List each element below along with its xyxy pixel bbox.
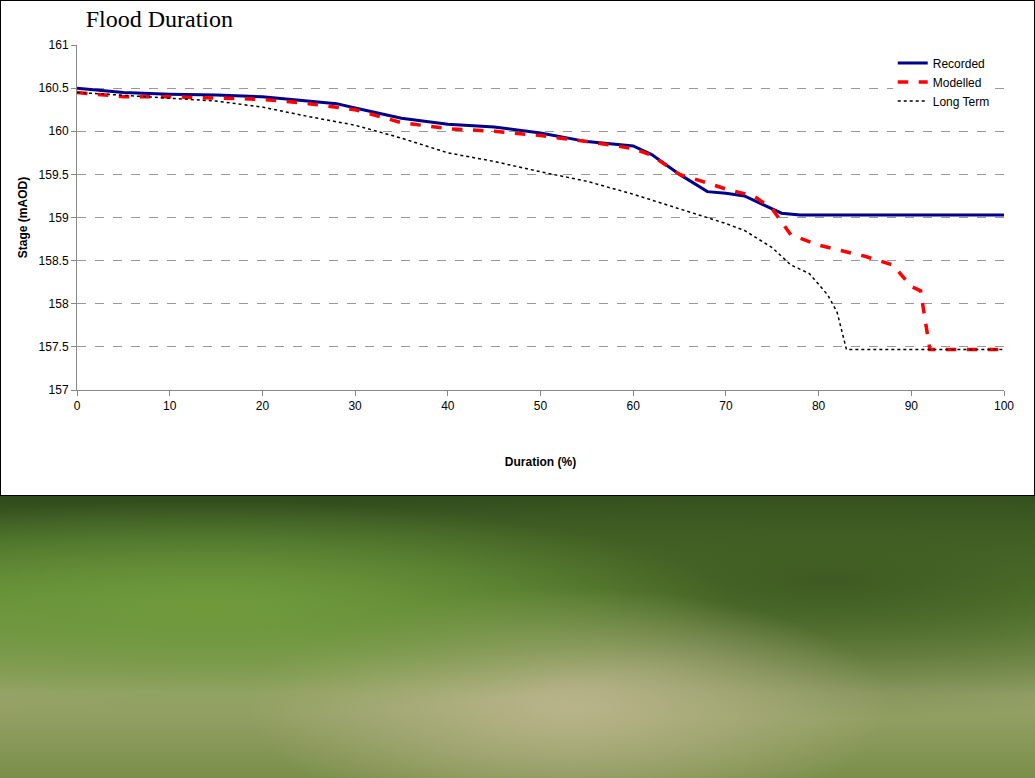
- svg-text:161: 161: [49, 38, 69, 52]
- svg-text:Flood Duration: Flood Duration: [86, 6, 233, 32]
- svg-text:60: 60: [627, 399, 641, 413]
- svg-text:159: 159: [49, 211, 69, 225]
- svg-text:Recorded: Recorded: [933, 57, 985, 71]
- svg-text:100: 100: [994, 399, 1014, 413]
- svg-text:Modelled: Modelled: [933, 76, 982, 90]
- svg-text:157.5: 157.5: [39, 340, 69, 354]
- svg-text:10: 10: [163, 399, 177, 413]
- svg-text:70: 70: [719, 399, 733, 413]
- svg-text:0: 0: [74, 399, 81, 413]
- svg-text:158.5: 158.5: [39, 254, 69, 268]
- svg-text:Stage (mAOD): Stage (mAOD): [16, 177, 30, 258]
- svg-text:Duration (%): Duration (%): [505, 455, 576, 469]
- svg-text:Long Term: Long Term: [933, 95, 989, 109]
- svg-text:159.5: 159.5: [39, 168, 69, 182]
- svg-text:20: 20: [256, 399, 270, 413]
- svg-text:157: 157: [49, 383, 69, 397]
- svg-text:160.5: 160.5: [39, 81, 69, 95]
- svg-text:80: 80: [812, 399, 826, 413]
- svg-text:158: 158: [49, 297, 69, 311]
- svg-text:40: 40: [441, 399, 455, 413]
- svg-text:50: 50: [534, 399, 548, 413]
- svg-text:30: 30: [348, 399, 362, 413]
- svg-text:90: 90: [905, 399, 919, 413]
- svg-text:160: 160: [49, 124, 69, 138]
